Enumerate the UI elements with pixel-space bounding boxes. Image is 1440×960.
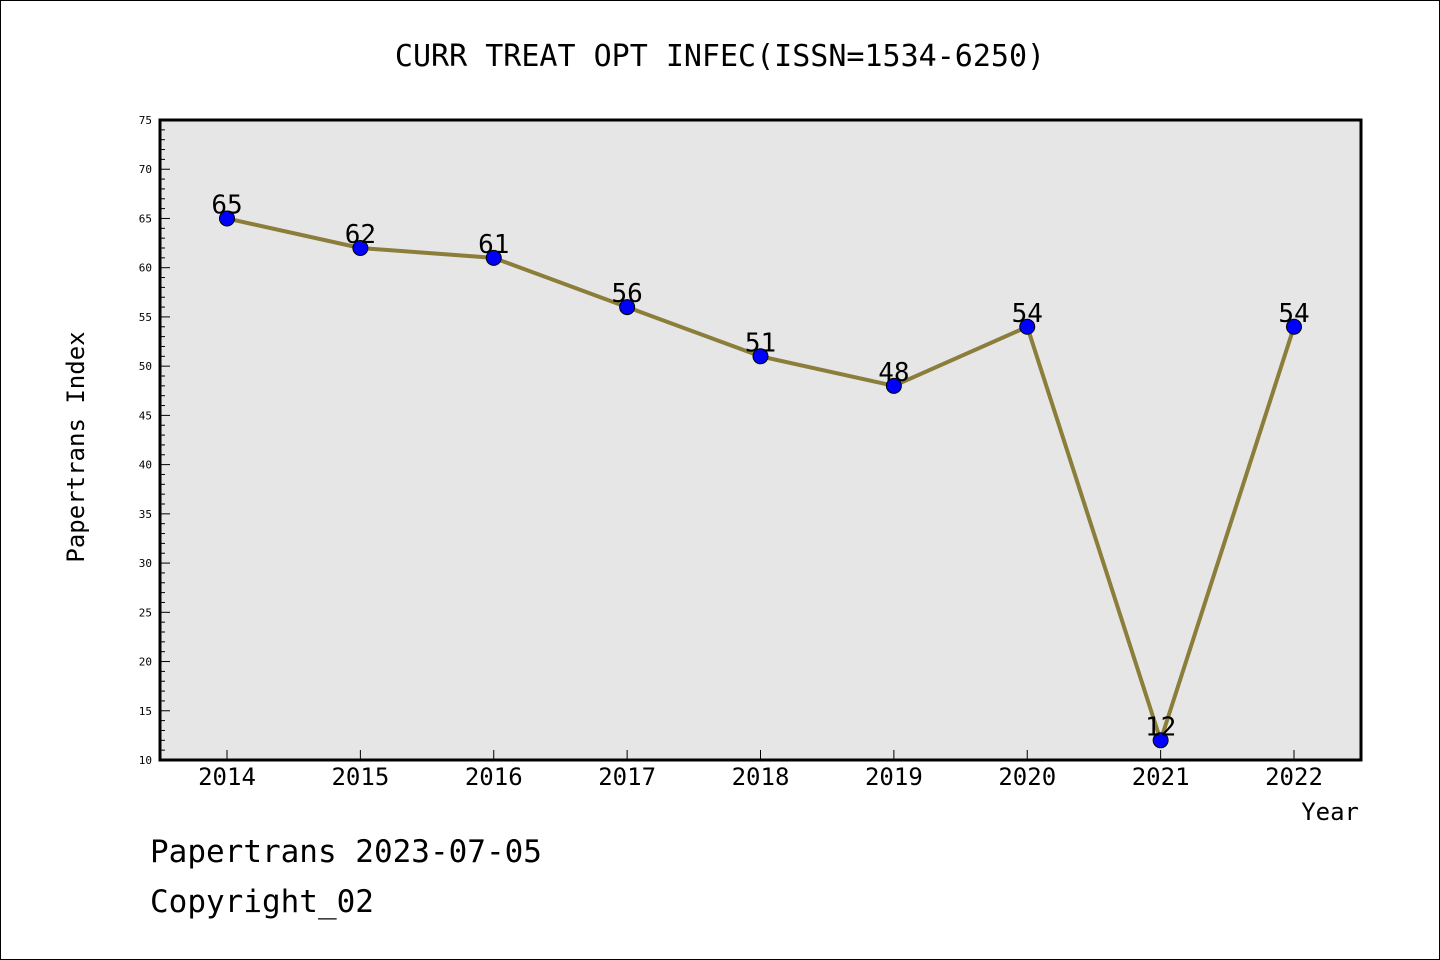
chart-title: CURR TREAT OPT INFEC(ISSN=1534-6250): [395, 39, 1045, 74]
data-label: 48: [878, 358, 909, 388]
data-label: 54: [1278, 299, 1309, 329]
y-tick-label: 35: [139, 508, 152, 521]
data-point: [752, 348, 769, 365]
data-label: 56: [611, 279, 642, 309]
y-axis: 10 15 20 25 30 35 40 45 50 55 60 65 70 75: [139, 114, 170, 767]
x-tick-label: 2021: [1132, 763, 1190, 791]
y-tick-label: 65: [139, 212, 152, 225]
series-group: 65 62 61 56 51 48 54 12 54: [211, 190, 1310, 749]
data-point: [485, 249, 502, 266]
data-label: 62: [345, 220, 376, 250]
data-label: 54: [1012, 299, 1043, 329]
x-axis: 2014 2015 2016 2017 2018 2019 2020 2021 2022: [198, 750, 1323, 791]
x-tick-label: 2016: [465, 763, 523, 791]
x-tick-label: 2019: [865, 763, 923, 791]
x-tick-label: 2017: [598, 763, 656, 791]
footer-date: Papertrans 2023-07-05: [150, 834, 542, 870]
data-point: [1286, 318, 1302, 335]
y-tick-label: 55: [139, 311, 152, 324]
data-label: 61: [478, 230, 509, 260]
footer-copyright: Copyright_02: [150, 884, 374, 920]
data-point: [1152, 732, 1169, 749]
data-label: 12: [1145, 712, 1176, 742]
data-label: 65: [211, 190, 242, 220]
plot-area: [158, 118, 1363, 762]
y-axis-label: Papertrans Index: [62, 331, 90, 562]
data-point: [1019, 318, 1036, 335]
y-tick-label: 15: [139, 705, 152, 718]
y-tick-label: 70: [139, 163, 152, 176]
y-tick-label: 60: [139, 262, 152, 275]
x-tick-label: 2020: [998, 763, 1056, 791]
x-axis-label: Year: [1301, 798, 1359, 826]
y-tick-label: 20: [139, 656, 152, 669]
y-tick-label: 45: [139, 409, 152, 422]
x-tick-label: 2014: [198, 763, 256, 791]
x-tick-label: 2015: [331, 763, 389, 791]
data-label: 51: [745, 328, 776, 358]
y-tick-label: 25: [139, 606, 152, 619]
data-point: [885, 377, 902, 394]
y-tick-label: 40: [139, 459, 152, 472]
y-tick-label: 10: [139, 754, 152, 767]
y-tick-label: 30: [139, 557, 152, 570]
data-point: [219, 210, 235, 227]
x-tick-label: 2022: [1265, 763, 1323, 791]
x-tick-label: 2018: [732, 763, 790, 791]
y-tick-label: 50: [139, 360, 152, 373]
data-point: [619, 299, 636, 316]
data-point: [352, 240, 369, 256]
y-tick-label: 75: [139, 114, 152, 127]
